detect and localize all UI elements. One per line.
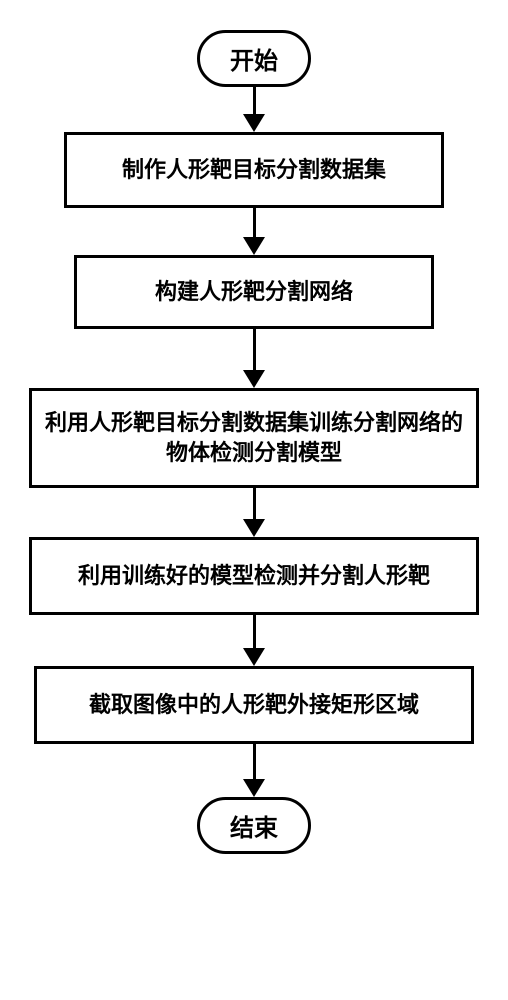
arrow <box>243 488 265 537</box>
arrow <box>243 208 265 255</box>
arrow-line <box>253 208 256 238</box>
step-build-network: 构建人形靶分割网络 <box>74 255 434 329</box>
arrow-line <box>253 329 256 371</box>
arrow <box>243 615 265 666</box>
step-train-model: 利用人形靶目标分割数据集训练分割网络的物体检测分割模型 <box>29 388 479 488</box>
arrow-line <box>253 615 256 649</box>
arrow-head-icon <box>243 519 265 537</box>
step-make-dataset: 制作人形靶目标分割数据集 <box>64 132 444 208</box>
arrow-line <box>253 488 256 520</box>
flowchart-container: 开始 制作人形靶目标分割数据集 构建人形靶分割网络 利用人形靶目标分割数据集训练… <box>0 0 508 884</box>
arrow-line <box>253 87 256 115</box>
arrow <box>243 87 265 132</box>
arrow-head-icon <box>243 370 265 388</box>
arrow-head-icon <box>243 648 265 666</box>
start-terminal: 开始 <box>197 30 311 87</box>
arrow-head-icon <box>243 114 265 132</box>
step-crop-bbox: 截取图像中的人形靶外接矩形区域 <box>34 666 474 744</box>
arrow-head-icon <box>243 237 265 255</box>
arrow-line <box>253 744 256 780</box>
arrow <box>243 329 265 388</box>
end-terminal: 结束 <box>197 797 311 854</box>
arrow-head-icon <box>243 779 265 797</box>
arrow <box>243 744 265 797</box>
step-detect-segment: 利用训练好的模型检测并分割人形靶 <box>29 537 479 615</box>
